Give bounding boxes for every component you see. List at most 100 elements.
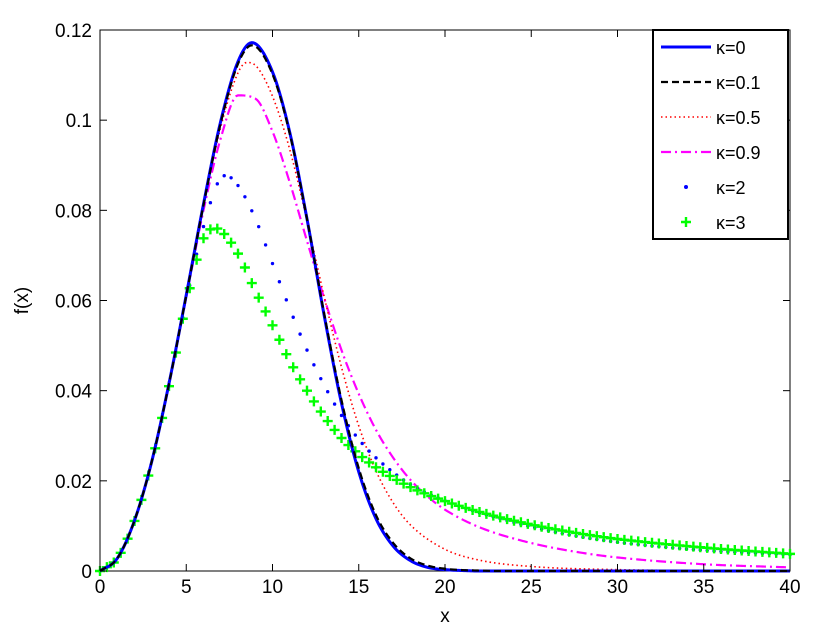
legend-label: κ=3 [716, 213, 746, 233]
data-point [336, 433, 347, 444]
legend-label: κ=0.5 [716, 108, 761, 128]
y-tick-label: 0.04 [55, 382, 92, 403]
data-point [381, 462, 385, 466]
data-point [319, 376, 323, 381]
data-point [267, 320, 278, 331]
x-axis: 0 5 10 15 20 25 30 35 40 [95, 30, 801, 598]
data-point [253, 292, 264, 303]
data-point [419, 488, 430, 499]
data-point [233, 248, 243, 259]
data-point [208, 200, 213, 205]
data-point [440, 496, 450, 507]
data-point [243, 195, 247, 199]
data-point [212, 223, 223, 234]
data-point [198, 233, 209, 244]
data-point [412, 485, 423, 496]
legend-item: κ=3 [681, 213, 746, 233]
data-point [467, 504, 478, 515]
x-tick-label: 0 [95, 577, 106, 598]
data-point [367, 449, 371, 453]
data-point [522, 518, 533, 529]
data-point [281, 349, 292, 360]
data-point [785, 548, 795, 559]
y-tick-label: 0.12 [55, 21, 92, 42]
y-axis-label: f(x) [12, 287, 33, 314]
data-point [543, 523, 554, 534]
y-tick-label: 0.1 [66, 111, 92, 132]
legend: κ=0 κ=0.1 κ=0.5 κ=0.9 κ=2 κ=3 [652, 29, 789, 240]
data-point [391, 474, 402, 485]
data-point [377, 466, 388, 477]
data-point [305, 348, 309, 352]
legend-item: κ=0 [661, 38, 746, 58]
data-point [495, 512, 506, 523]
data-point [308, 396, 319, 407]
data-point [229, 176, 233, 180]
data-point [270, 261, 275, 266]
data-point [332, 402, 337, 406]
x-tick-label: 30 [607, 577, 628, 598]
legend-item: κ=0.9 [661, 143, 761, 163]
legend-swatch [681, 217, 691, 227]
data-point [353, 433, 357, 437]
data-point [246, 278, 257, 289]
x-tick-label: 20 [434, 577, 455, 598]
data-point [257, 224, 261, 229]
x-axis-label: x [440, 606, 450, 627]
data-point [481, 508, 492, 519]
data-point [260, 306, 271, 317]
x-tick-label: 10 [262, 577, 283, 598]
data-point [374, 456, 378, 460]
data-point [357, 452, 368, 463]
data-point [550, 524, 561, 535]
data-point [329, 424, 340, 435]
data-point [250, 209, 254, 213]
data-point [529, 520, 540, 531]
data-point [364, 457, 375, 468]
legend-label: κ=0.1 [716, 73, 761, 93]
data-point [460, 502, 471, 513]
data-point [326, 390, 330, 394]
data-point [312, 363, 316, 367]
legend-swatch [684, 185, 688, 189]
y-tick-label: 0.06 [55, 292, 92, 313]
data-point [433, 493, 444, 504]
data-point [291, 315, 295, 319]
legend-label: κ=0.9 [716, 143, 761, 163]
data-point [453, 500, 464, 511]
data-point [219, 229, 230, 240]
data-point [446, 498, 457, 509]
data-point [222, 174, 226, 178]
data-point [263, 243, 268, 247]
data-point [298, 332, 302, 336]
data-point [226, 237, 237, 248]
data-point [426, 491, 437, 502]
data-point [388, 468, 392, 472]
data-point [515, 517, 526, 528]
legend-item: κ=0.5 [661, 108, 761, 128]
data-point [302, 385, 312, 396]
legend-label: κ=0 [716, 38, 746, 58]
data-point [398, 478, 409, 489]
y-axis: 0 0.02 0.04 0.06 0.08 0.1 0.12 [55, 21, 790, 583]
legend-item: κ=2 [684, 178, 746, 198]
y-tick-label: 0.02 [55, 472, 92, 493]
data-point [277, 280, 282, 284]
data-point [509, 515, 519, 526]
data-point [201, 224, 206, 229]
x-tick-label: 25 [521, 577, 542, 598]
data-point [536, 521, 547, 532]
y-tick-label: 0 [81, 562, 92, 583]
data-point [384, 470, 395, 481]
data-point [339, 413, 344, 418]
data-point [488, 510, 499, 521]
data-point [295, 374, 306, 385]
data-point [405, 482, 416, 493]
x-tick-label: 15 [348, 577, 369, 598]
data-point [315, 406, 326, 417]
data-point [215, 182, 219, 186]
data-point [371, 462, 381, 473]
series-line [99, 94, 791, 572]
legend-item: κ=0.1 [661, 73, 761, 93]
data-point [474, 506, 485, 517]
